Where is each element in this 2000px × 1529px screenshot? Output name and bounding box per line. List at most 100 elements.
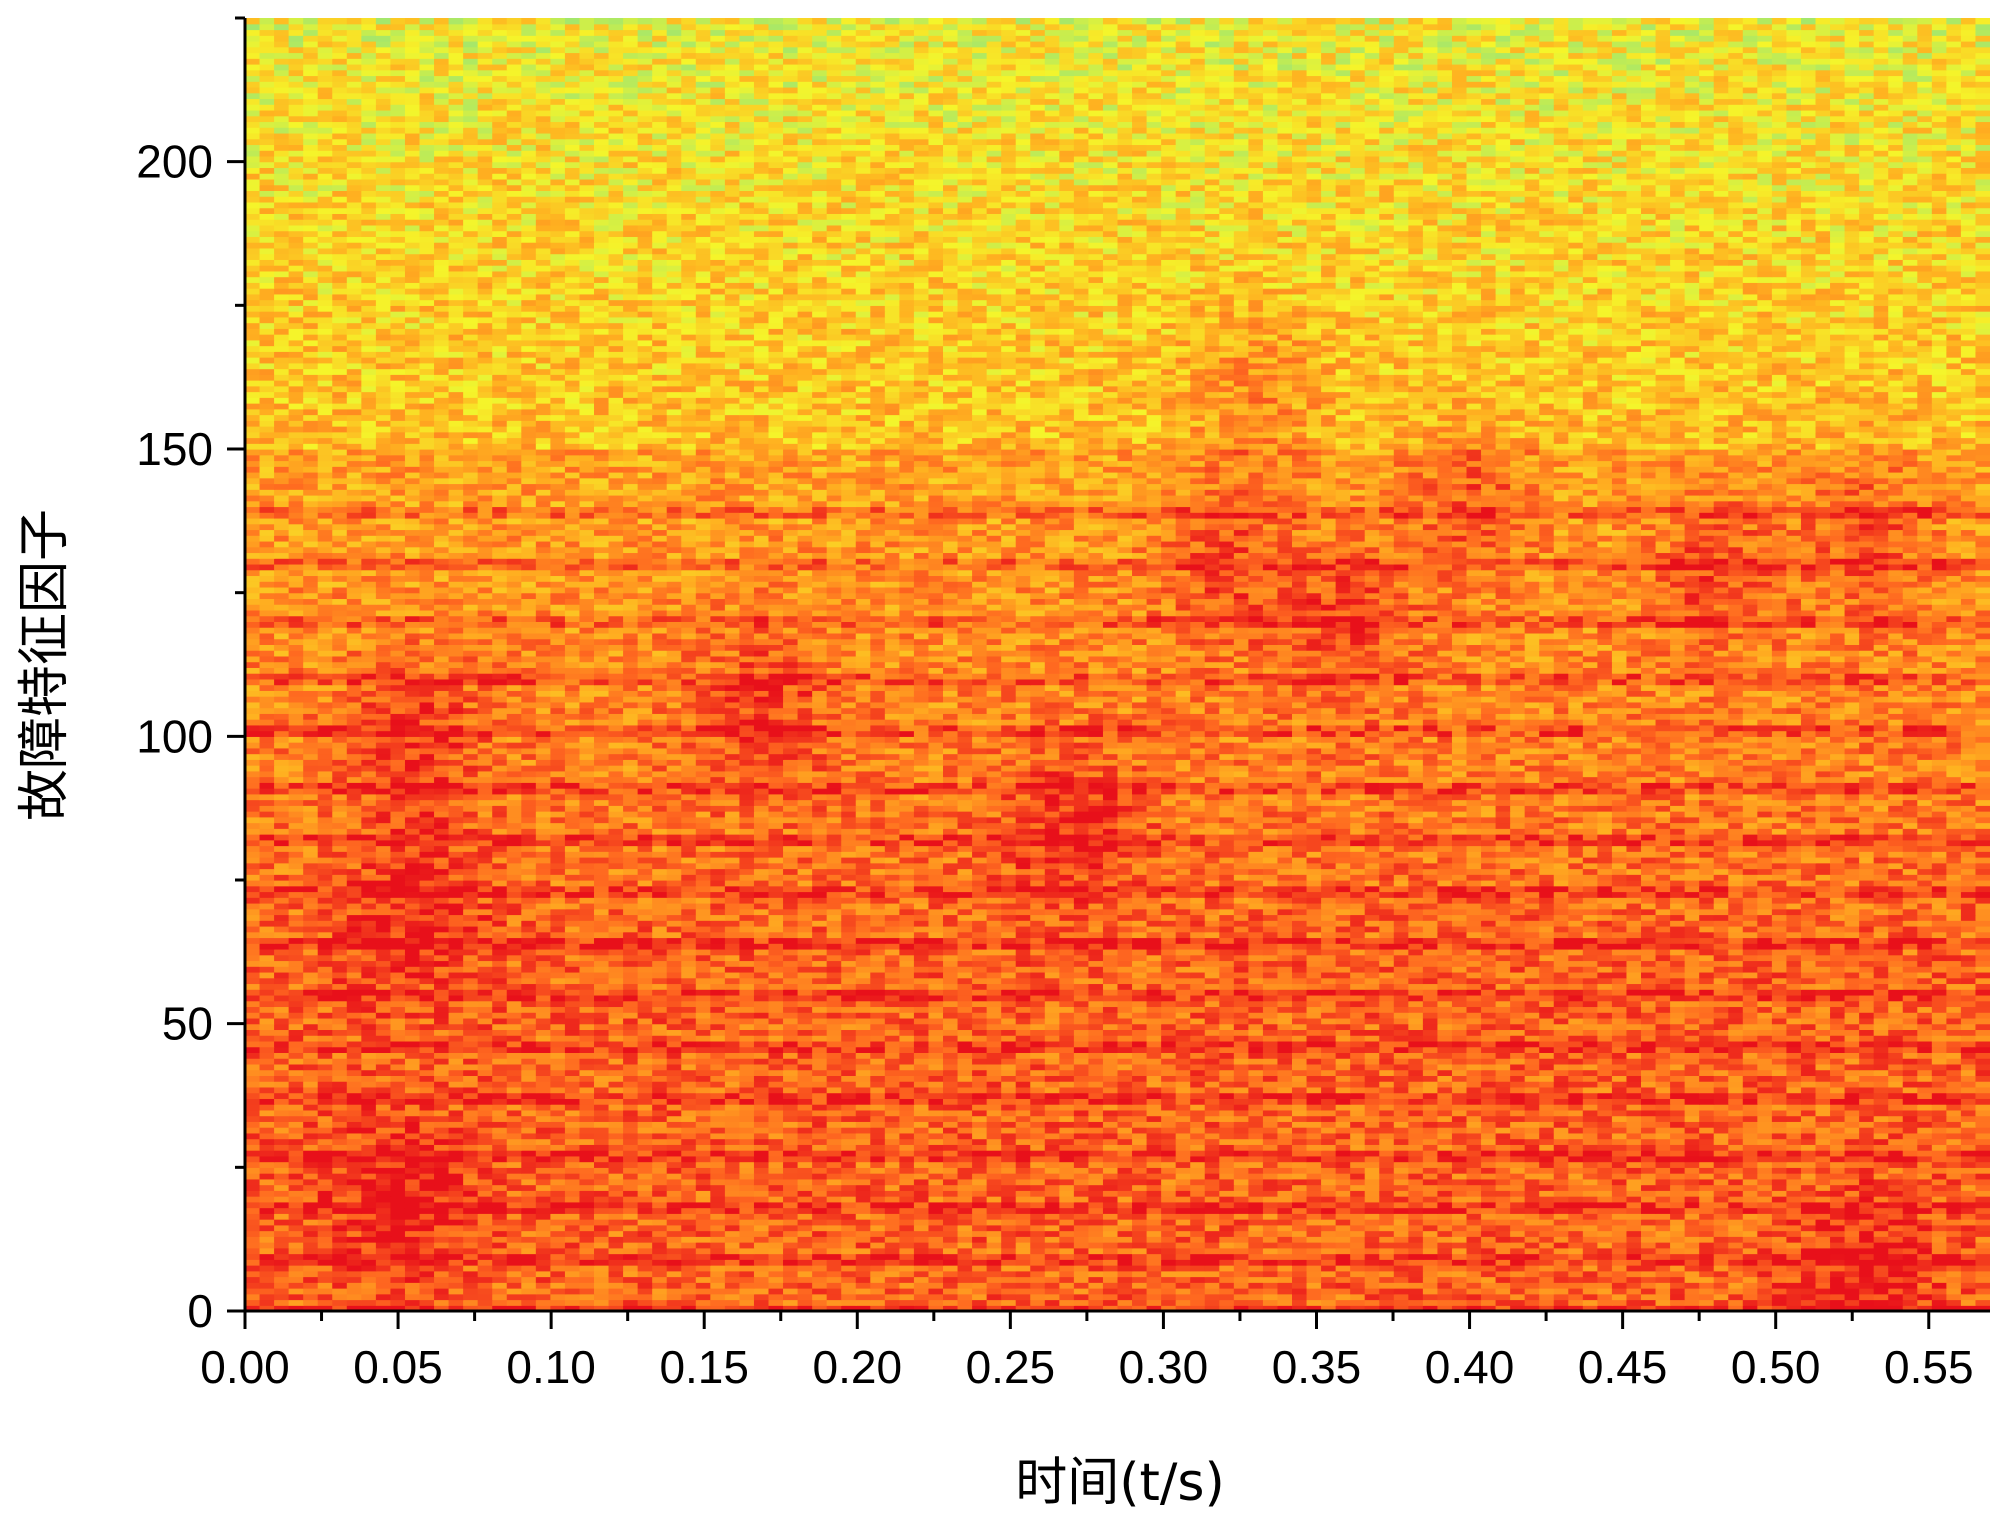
heatmap-cell xyxy=(914,1208,929,1214)
heatmap-cell xyxy=(710,1087,725,1093)
heatmap-cell xyxy=(710,1139,725,1145)
heatmap-cell xyxy=(1147,1081,1162,1087)
heatmap-cell xyxy=(827,1110,842,1116)
heatmap-cell xyxy=(1525,1236,1540,1242)
heatmap-cell xyxy=(739,1248,754,1254)
heatmap-cell xyxy=(1307,1133,1322,1139)
heatmap-cell xyxy=(1496,1271,1511,1277)
heatmap-cell xyxy=(1728,1282,1743,1288)
heatmap-cell xyxy=(943,1202,958,1208)
heatmap-cell xyxy=(507,1288,522,1294)
heatmap-cell xyxy=(1757,1271,1772,1277)
heatmap-cell xyxy=(405,1208,420,1214)
heatmap-cell xyxy=(1452,1185,1467,1191)
heatmap-cell xyxy=(1147,1196,1162,1202)
heatmap-cell xyxy=(1932,1185,1947,1191)
heatmap-cell xyxy=(827,1254,842,1260)
heatmap-cell xyxy=(812,1144,827,1150)
heatmap-cell xyxy=(550,1208,565,1214)
heatmap-cell xyxy=(405,1139,420,1145)
heatmap-cell xyxy=(1016,1242,1031,1248)
heatmap-cell xyxy=(870,1081,885,1087)
heatmap-cell xyxy=(565,1242,580,1248)
heatmap-cell xyxy=(1307,1202,1322,1208)
heatmap-cell xyxy=(1103,1213,1118,1219)
heatmap-cell xyxy=(783,1300,798,1306)
heatmap-cell xyxy=(1641,1231,1656,1237)
heatmap-cell xyxy=(1845,1236,1860,1242)
heatmap-cell xyxy=(1045,1277,1060,1283)
heatmap-cell xyxy=(1917,1248,1932,1254)
heatmap-cell xyxy=(1467,1167,1482,1173)
heatmap-cell xyxy=(1132,1150,1147,1156)
heatmap-cell xyxy=(609,1225,624,1231)
heatmap-cell xyxy=(1016,1208,1031,1214)
heatmap-cell xyxy=(609,1144,624,1150)
heatmap-cell xyxy=(1626,1254,1641,1260)
heatmap-cell xyxy=(1321,1104,1336,1110)
heatmap-cell xyxy=(798,1213,813,1219)
heatmap-cell xyxy=(245,1213,260,1219)
heatmap-cell xyxy=(1830,1259,1845,1265)
heatmap-cell xyxy=(376,1196,391,1202)
heatmap-cell xyxy=(1946,1110,1961,1116)
heatmap-cell xyxy=(478,1213,493,1219)
heatmap-cell xyxy=(870,1288,885,1294)
heatmap-cell xyxy=(710,1075,725,1081)
heatmap-cell xyxy=(289,1242,304,1248)
heatmap-cell xyxy=(754,1070,769,1076)
heatmap-cell xyxy=(405,1121,420,1127)
heatmap-cell xyxy=(798,1265,813,1271)
heatmap-cell xyxy=(1292,1248,1307,1254)
heatmap-cell xyxy=(841,1127,856,1133)
heatmap-cell xyxy=(1786,1093,1801,1099)
heatmap-cell xyxy=(1568,1156,1583,1162)
heatmap-cell xyxy=(1757,1093,1772,1099)
heatmap-cell xyxy=(1626,1213,1641,1219)
heatmap-cell xyxy=(274,1202,289,1208)
heatmap-cell xyxy=(710,1081,725,1087)
heatmap-cell xyxy=(492,1110,507,1116)
heatmap-cell xyxy=(478,1248,493,1254)
heatmap-cells xyxy=(245,18,1991,1312)
heatmap-cell xyxy=(1234,1133,1249,1139)
heatmap-cell xyxy=(710,1150,725,1156)
heatmap-cell xyxy=(885,1093,900,1099)
heatmap-cell xyxy=(1888,1098,1903,1104)
heatmap-cell xyxy=(1379,1294,1394,1300)
heatmap-cell xyxy=(1030,1277,1045,1283)
heatmap-cell xyxy=(1816,1133,1831,1139)
heatmap-cell xyxy=(1714,1202,1729,1208)
heatmap-cell xyxy=(1859,1173,1874,1179)
heatmap-cell xyxy=(1147,1277,1162,1283)
heatmap-cell xyxy=(972,1110,987,1116)
heatmap-cell xyxy=(1714,1127,1729,1133)
heatmap-cell xyxy=(1394,1225,1409,1231)
heatmap-cell xyxy=(1903,1156,1918,1162)
heatmap-cell xyxy=(1772,1277,1787,1283)
heatmap-cell xyxy=(1103,1121,1118,1127)
heatmap-cell xyxy=(1496,1121,1511,1127)
heatmap-cell xyxy=(449,1219,464,1225)
heatmap-cell xyxy=(1496,1179,1511,1185)
heatmap-cell xyxy=(376,1127,391,1133)
heatmap-cell xyxy=(1510,1110,1525,1116)
heatmap-cell xyxy=(303,1265,318,1271)
heatmap-cell xyxy=(681,1127,696,1133)
heatmap-cell xyxy=(798,1248,813,1254)
heatmap-cell xyxy=(405,1185,420,1191)
heatmap-cell xyxy=(1568,1225,1583,1231)
heatmap-cell xyxy=(609,1242,624,1248)
heatmap-cell xyxy=(376,1150,391,1156)
heatmap-cell xyxy=(1277,1150,1292,1156)
heatmap-cell xyxy=(1583,1116,1598,1122)
heatmap-cell xyxy=(1656,1121,1671,1127)
heatmap-cell xyxy=(1932,1236,1947,1242)
heatmap-cell xyxy=(1307,1288,1322,1294)
heatmap-cell xyxy=(609,1156,624,1162)
heatmap-cell xyxy=(623,1110,638,1116)
heatmap-cell xyxy=(623,1288,638,1294)
heatmap-cell xyxy=(885,1081,900,1087)
heatmap-cell xyxy=(594,1139,609,1145)
heatmap-cell xyxy=(928,1277,943,1283)
